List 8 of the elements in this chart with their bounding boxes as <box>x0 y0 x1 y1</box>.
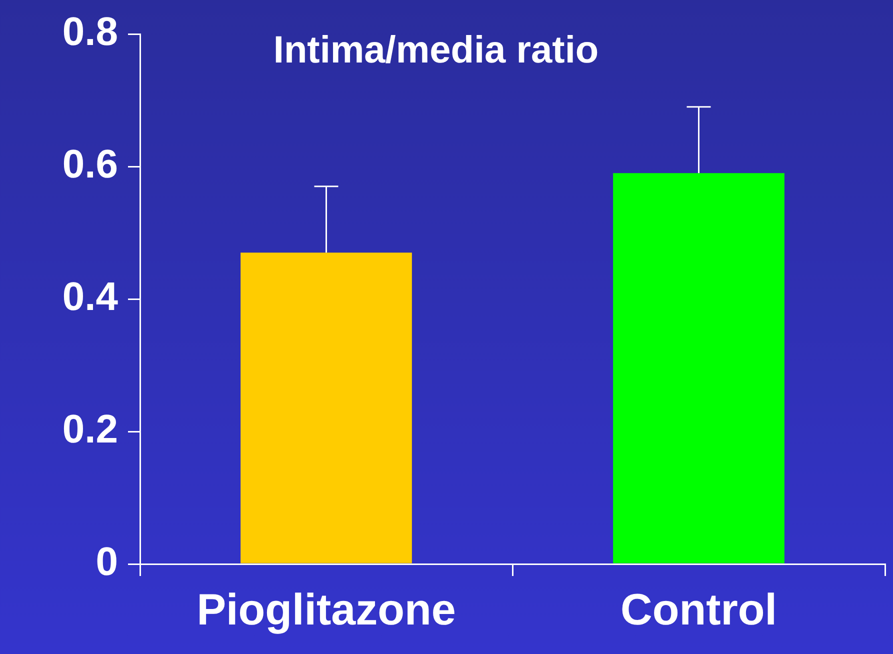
x-tick-label: Pioglitazone <box>196 586 456 635</box>
y-tick-label: 0.2 <box>62 408 118 452</box>
y-tick-label: 0 <box>96 540 118 584</box>
y-tick-label: 0.6 <box>62 142 118 187</box>
y-tick-label: 0.4 <box>62 275 119 320</box>
chart-title: Intima/media ratio <box>273 29 599 72</box>
x-tick-label: Control <box>620 586 777 635</box>
y-tick-label: 0.8 <box>62 10 118 54</box>
